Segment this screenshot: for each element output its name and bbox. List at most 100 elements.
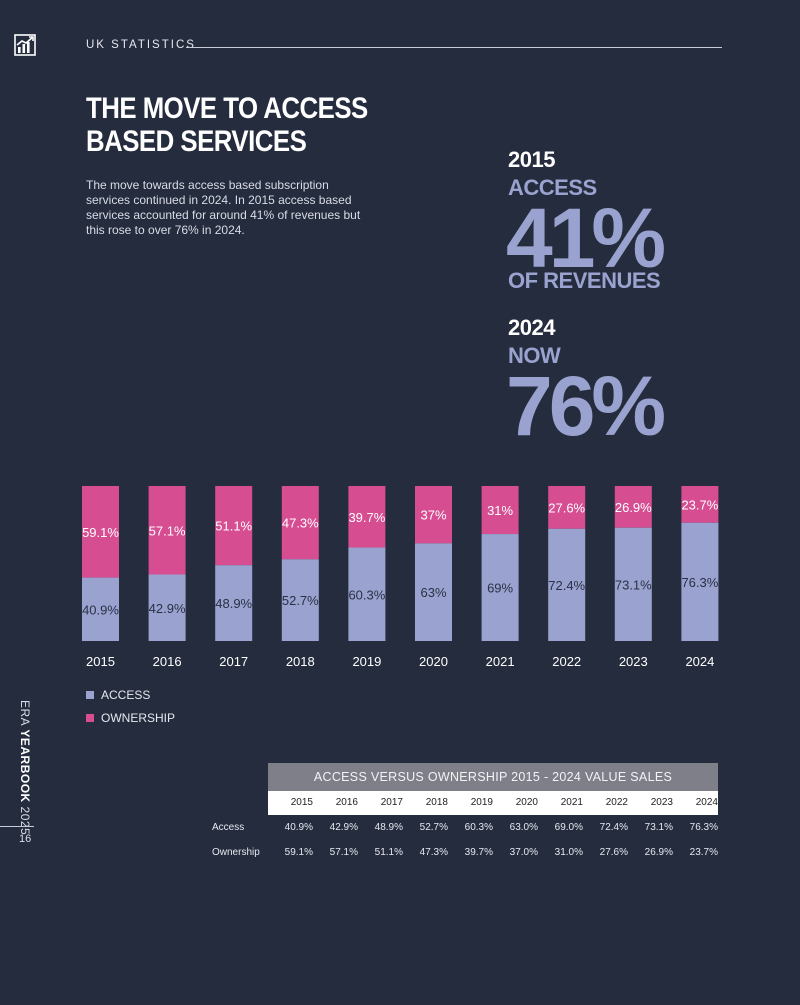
table-cell: 27.6% [599,847,628,858]
x-tick-label: 2024 [685,654,714,669]
x-tick-label: 2017 [219,654,248,669]
bar-access [481,534,519,641]
bar-ownership [614,486,652,528]
x-tick-label: 2023 [619,654,648,669]
bar-chart-trend-icon [14,34,36,56]
table-cell: 52.7% [419,822,448,833]
table-year-cell: 2015 [290,797,313,808]
data-label-ownership: 27.6% [548,500,585,515]
table-row: Access 40.9% 42.9% 48.9% 52.7% 60.3% 63.0% 69.0… [200,816,720,840]
table-cell: 47.3% [419,847,448,858]
publication-suffix: 2025 [18,802,32,836]
data-label-ownership: 47.3% [282,516,319,531]
bar-ownership [281,486,319,560]
bar-ownership [548,486,586,529]
table-year-cell: 2020 [515,797,538,808]
legend-label-access: ACCESS [101,688,151,702]
callout-2015-year: 2015 [508,147,555,172]
table-row: Ownership 59.1% 57.1% 51.1% 47.3% 39.7% 37.0% 3… [200,841,720,865]
table-year-cell: 2017 [380,797,403,808]
table-cell: 63.0% [509,822,538,833]
callout-2024-label: NOW [508,343,561,368]
bar-ownership [348,486,386,548]
bar-access [548,528,586,641]
section-label: UK STATISTICS [86,39,196,51]
legend-swatch-ownership [86,714,94,722]
table-year-cell: 2016 [335,797,358,808]
table-cell: 57.1% [329,847,358,858]
page-title: THE MOVE TO ACCESS BASED SERVICES [86,92,370,158]
table-cell: 31.0% [554,847,583,858]
table-cell: 42.9% [329,822,358,833]
table-cell: 60.3% [464,822,493,833]
data-label-ownership: 59.1% [82,525,119,540]
callout-2015-subtitle: OF REVENUES [508,268,661,293]
x-tick-label: 2019 [352,654,381,669]
data-label-ownership: 57.1% [149,523,186,538]
callout-2015-value: 41% [506,191,666,285]
bar-ownership [681,486,719,523]
table-year-cell: 2019 [470,797,493,808]
bar-access [614,527,652,641]
bar-access [348,547,386,641]
data-label-access: 73.1% [615,577,652,592]
table-cell: 72.4% [599,822,628,833]
data-label-ownership: 31% [487,503,513,518]
table-year-header: 2015 2016 2017 2018 2019 2020 2021 2022 2023 2024 [268,791,718,815]
table-cell: 39.7% [464,847,493,858]
bar-access [82,577,119,641]
data-label-access: 40.9% [82,602,119,617]
callout-2024-value: 76% [506,359,666,453]
table-year-cell: 2021 [560,797,583,808]
data-label-ownership: 26.9% [615,500,652,515]
page-title-line-2: BASED SERVICES [86,125,307,158]
bar-access [148,574,186,641]
bar-access [681,522,719,641]
bar-ownership [415,486,452,544]
table-cell: 23.7% [689,847,718,858]
page-number-rule [0,826,34,827]
intro-paragraph: The move towards access based subscripti… [86,178,361,237]
table-cell: 59.1% [284,847,313,858]
data-label-access: 63% [420,585,446,600]
publication-bold: YEARBOOK [18,729,32,803]
bar-ownership [215,486,253,566]
data-label-access: 52.7% [282,593,319,608]
table-cell: 40.9% [284,822,313,833]
table-cell: 37.0% [509,847,538,858]
x-tick-label: 2020 [419,654,448,669]
table-cell: 76.3% [689,822,718,833]
table-row-label: Access [212,822,245,833]
table-title: ACCESS VERSUS OWNERSHIP 2015 - 2024 VALU… [268,763,718,791]
data-label-access: 48.9% [215,596,252,611]
callout-2024-year: 2024 [508,315,555,340]
data-label-access: 69% [487,581,513,596]
legend-item-ownership: OWNERSHIP [86,711,175,725]
data-label-access: 60.3% [348,587,385,602]
table-cell: 48.9% [374,822,403,833]
page-title-line-1: THE MOVE TO ACCESS [86,92,368,125]
legend-swatch-access [86,691,94,699]
table-year-cell: 2018 [425,797,448,808]
x-tick-label: 2015 [86,654,115,669]
data-label-ownership: 23.7% [681,497,718,512]
bar-ownership [481,486,519,535]
bar-ownership [82,486,119,578]
x-tick-label: 2018 [286,654,315,669]
publication-name: ERA YEARBOOK 2025 [18,700,32,835]
data-label-access: 72.4% [548,578,585,593]
table-year-cell: 2022 [605,797,628,808]
header-divider [186,47,722,48]
x-tick-label: 2016 [153,654,182,669]
stacked-bar-chart: 59.1% 40.9% 2015 57.1% 42.9% 2016 51.1% 48.9% 20… [82,486,719,669]
table-cell: 26.9% [644,847,673,858]
callout-2015-label: ACCESS [508,175,597,200]
page-number: 16 [19,833,32,845]
legend-label-ownership: OWNERSHIP [101,711,176,725]
x-tick-label: 2021 [486,654,515,669]
table-cell: 69.0% [554,822,583,833]
data-label-ownership: 51.1% [215,519,252,534]
bar-access [281,559,319,641]
data-label-ownership: 37% [420,508,446,523]
legend-item-access: ACCESS [86,688,150,702]
